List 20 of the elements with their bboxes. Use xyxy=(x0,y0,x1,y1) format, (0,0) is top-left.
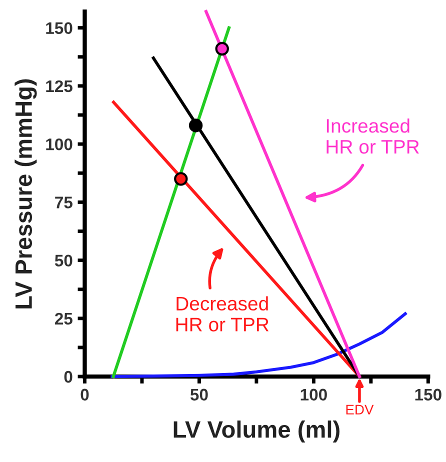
y-tick-label: 50 xyxy=(54,254,72,266)
annotation: EDV xyxy=(346,404,374,414)
y-tick-label: 0 xyxy=(64,370,72,383)
line-series xyxy=(110,312,407,378)
annotation: Decreased HR or TPR xyxy=(176,296,269,332)
y-tick-label: 125 xyxy=(46,80,72,92)
point xyxy=(215,42,229,56)
x-tick-label: 50 xyxy=(190,388,208,401)
y-tick-label: 75 xyxy=(55,196,72,208)
x-tick-label: 100 xyxy=(300,388,327,401)
point xyxy=(174,172,188,186)
y-tick-label: 25 xyxy=(54,312,72,325)
x-tick-label: 150 xyxy=(415,388,442,401)
y-tick-label: 100 xyxy=(46,138,72,150)
y-tick-label: 150 xyxy=(46,22,72,34)
x-axis-title: LV Volume (ml) xyxy=(174,420,340,443)
point xyxy=(188,118,203,132)
x-tick-label: 0 xyxy=(80,388,89,401)
y-axis-title: LV Pressure (mmHg) xyxy=(14,79,37,308)
annotation: Increased HR or TPR xyxy=(326,118,419,154)
